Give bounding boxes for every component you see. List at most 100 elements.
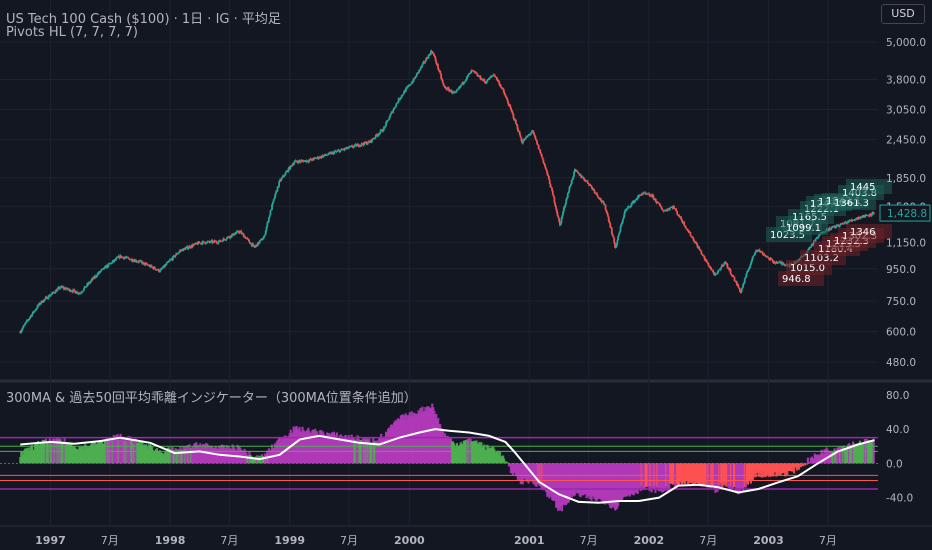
candle-body (703, 256, 706, 260)
candle-body (237, 231, 240, 233)
candle-body (233, 234, 236, 236)
candle-body (577, 171, 579, 174)
candle-body (382, 127, 385, 131)
candle-body (377, 134, 380, 136)
candle-body (748, 267, 751, 270)
candle-body (544, 166, 547, 169)
candle-body (816, 237, 819, 239)
candle-body (150, 265, 153, 267)
pivot-high-box (846, 179, 892, 194)
candle-body (586, 180, 589, 183)
candle-body (167, 261, 170, 263)
candle-body (312, 157, 315, 161)
y-tick-label: 1,150.0 (886, 238, 926, 250)
candle-body (691, 237, 694, 239)
candle-body (597, 196, 600, 199)
candle-body (393, 107, 396, 109)
candle-body (352, 147, 354, 148)
candle-body (219, 240, 222, 242)
candle-body (283, 175, 286, 177)
candle-body (537, 144, 540, 150)
candle-body (612, 235, 615, 238)
candle-body (479, 75, 482, 80)
candle-body (708, 266, 711, 268)
x-tick-label: 7月 (101, 534, 119, 547)
candle-body (427, 54, 430, 59)
currency-button[interactable]: USD (881, 4, 925, 24)
candle-body (459, 85, 462, 87)
candle-body (854, 219, 857, 221)
candle-body (285, 171, 288, 173)
candle-body (399, 98, 402, 100)
candle-body (590, 185, 593, 187)
candle-body (411, 81, 413, 84)
candle-body (474, 72, 477, 74)
candle-body (666, 208, 669, 211)
candle-body (131, 261, 134, 262)
y-tick-label: 3,050.0 (886, 104, 926, 116)
candle-body (702, 255, 705, 257)
candle-body (392, 110, 395, 113)
candle-body (730, 273, 733, 275)
candle-body (739, 292, 742, 293)
candle-body (868, 215, 870, 217)
candle-body (115, 258, 118, 260)
candle-body (387, 119, 390, 121)
candle-body (516, 124, 519, 130)
candle-body (433, 53, 435, 56)
osc-histogram-bar (499, 451, 502, 464)
candle-body (135, 260, 137, 262)
candle-body (437, 64, 439, 69)
candle-body (395, 103, 398, 107)
osc-histogram-bar (502, 458, 506, 464)
candle-body (644, 192, 647, 194)
candle-body (621, 222, 623, 225)
candle-body (33, 310, 36, 313)
candle-body (384, 126, 387, 128)
candle-body (853, 219, 855, 221)
candle-body (128, 258, 131, 261)
pivot-high-label: 1445 (850, 182, 875, 193)
candle-body (273, 198, 276, 200)
candle-body (80, 292, 83, 293)
candle-body (691, 236, 693, 238)
candle-body (680, 219, 683, 222)
osc-histogram-bar (801, 463, 805, 467)
candle-body (266, 222, 269, 227)
candle-body (206, 241, 209, 243)
candle-body (625, 208, 628, 210)
candle-body (164, 264, 166, 267)
candle-body (419, 66, 422, 70)
candle-body (68, 288, 71, 292)
candle-body (536, 140, 538, 145)
candle-body (39, 303, 42, 305)
candle-body (543, 162, 546, 165)
candle-body (417, 72, 420, 74)
candle-body (127, 257, 130, 259)
candle-body (615, 244, 618, 248)
candle-body (564, 203, 567, 207)
osc-y-tick-label: 40.0 (886, 424, 909, 436)
candle-body (397, 98, 400, 103)
last-price-tag (879, 204, 931, 222)
candle-body (367, 141, 370, 143)
candle-body (415, 73, 418, 77)
x-tick-label: 7月 (699, 534, 717, 547)
candle-body (27, 319, 30, 321)
candle-body (488, 77, 491, 81)
candle-body (67, 289, 70, 291)
candle-body (857, 217, 860, 219)
candle-body (573, 171, 575, 177)
candle-body (92, 276, 95, 280)
candle-body (327, 152, 330, 155)
candle-body (353, 144, 356, 146)
candle-body (509, 105, 512, 108)
candle-body (567, 191, 570, 194)
candle-body (587, 182, 590, 184)
candle-body (30, 315, 33, 317)
candle-body (555, 208, 558, 213)
candle-body (634, 199, 637, 201)
candle-body (526, 135, 529, 138)
candle-body (374, 137, 376, 139)
